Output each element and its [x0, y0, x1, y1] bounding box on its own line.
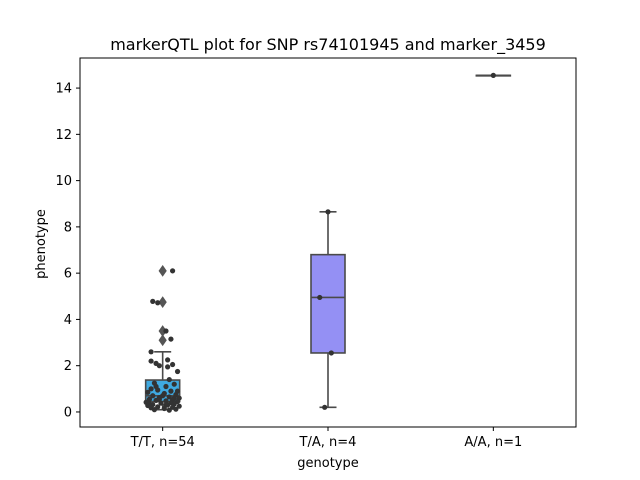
data-point: [171, 395, 177, 401]
data-point: [148, 386, 154, 392]
data-point: [165, 357, 171, 363]
data-point: [166, 394, 172, 400]
data-point: [153, 383, 159, 390]
y-tick-label: 10: [55, 174, 72, 189]
data-point: [146, 401, 153, 407]
data-point: [169, 268, 176, 274]
y-tick-label: 6: [64, 267, 72, 282]
data-point: [166, 407, 172, 413]
data-point: [169, 361, 176, 368]
x-axis-label: genotype: [297, 456, 358, 471]
data-point: [173, 406, 179, 412]
data-point: [166, 376, 172, 383]
box-outlier: [158, 334, 167, 347]
data-point: [174, 368, 181, 375]
data-point: [160, 393, 166, 399]
data-point: [163, 402, 169, 408]
data-point: [490, 72, 496, 78]
data-point: [168, 388, 174, 394]
data-point: [165, 364, 171, 370]
y-tick-label: 0: [64, 405, 72, 420]
data-point: [328, 350, 334, 356]
chart-title: markerQTL plot for SNP rs74101945 and ma…: [110, 35, 546, 55]
data-point: [150, 298, 156, 304]
data-point: [171, 381, 177, 387]
plot-area: 0 2 4 6 8 10 12 14 T/T, n=54 T/A, n=4 A/A, n=1: [55, 57, 577, 450]
data-point: [156, 396, 162, 402]
box-outlier: [158, 296, 167, 308]
data-point: [168, 336, 174, 342]
y-tick-label: 4: [64, 313, 72, 328]
data-point: [163, 398, 169, 404]
box-outlier: [158, 264, 167, 277]
data-point: [150, 393, 156, 399]
data-point: [163, 328, 169, 334]
data-point: [317, 294, 323, 301]
x-tick-label: T/T, n=54: [130, 435, 195, 450]
data-point: [148, 358, 154, 364]
data-point: [155, 300, 161, 306]
data-point: [325, 209, 331, 215]
x-tick-label: A/A, n=1: [464, 435, 522, 450]
data-point: [322, 404, 328, 410]
box-body: [310, 253, 346, 354]
y-tick-label: 12: [55, 128, 72, 143]
y-tick-label: 14: [55, 82, 72, 97]
data-point: [176, 403, 182, 409]
data-point: [145, 389, 151, 395]
data-point: [151, 407, 157, 413]
data-point: [174, 388, 181, 394]
plot-frame: [79, 57, 577, 428]
data-point: [148, 349, 154, 355]
data-point: [163, 383, 169, 390]
data-point: [146, 396, 153, 402]
data-point: [156, 363, 162, 369]
y-axis-label: phenotype: [34, 209, 49, 279]
data-point: [158, 400, 164, 406]
y-tick-label: 8: [64, 220, 72, 235]
y-tick-label: 2: [64, 359, 72, 374]
x-tick-label: T/A, n=4: [299, 435, 357, 450]
